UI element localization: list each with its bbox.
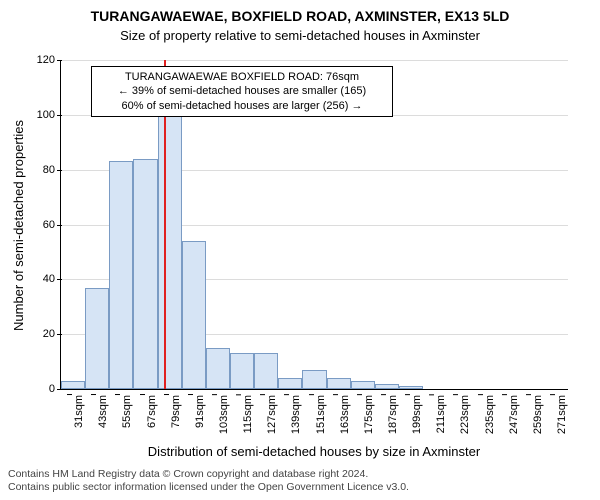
y-tick-label: 0 [49,383,61,395]
x-tick-label: 31sqm [73,395,85,428]
histogram-bar [230,353,254,389]
footer-line-1: Contains HM Land Registry data © Crown c… [8,468,592,481]
gridline [61,60,568,61]
annotation-line-2: ← 39% of semi-detached houses are smalle… [98,84,386,98]
histogram-bar [302,370,326,389]
histogram-bar [182,241,206,389]
x-tick-label: 163sqm [339,395,351,434]
x-tick-label: 223sqm [459,395,471,434]
x-tick-label: 187sqm [387,395,399,434]
annotation-line-3: 60% of semi-detached houses are larger (… [98,99,386,113]
histogram-bar [206,348,230,389]
chart-title-main: TURANGAWAEWAE, BOXFIELD ROAD, AXMINSTER,… [0,8,600,24]
histogram-bar [158,115,182,389]
footer-line-2: Contains public sector information licen… [8,481,592,494]
x-tick-label: 175sqm [363,395,375,434]
histogram-bar [61,381,85,389]
histogram-bar [327,378,351,389]
histogram-bar [109,161,133,389]
histogram-bar [133,159,157,389]
histogram-bar [375,384,399,389]
annotation-box: TURANGAWAEWAE BOXFIELD ROAD: 76sqm ← 39%… [91,66,393,117]
chart-container: TURANGAWAEWAE, BOXFIELD ROAD, AXMINSTER,… [0,0,600,500]
plot-area: TURANGAWAEWAE BOXFIELD ROAD: 76sqm ← 39%… [60,60,568,390]
y-tick-label: 100 [37,109,61,121]
x-axis-title: Distribution of semi-detached houses by … [60,444,568,459]
x-tick-label: 259sqm [532,395,544,434]
x-tick-label: 247sqm [508,395,520,434]
x-tick-label: 91sqm [194,395,206,428]
chart-title-sub: Size of property relative to semi-detach… [0,28,600,43]
x-tick-label: 235sqm [484,395,496,434]
y-axis-title: Number of semi-detached properties [10,60,26,390]
y-axis-title-text: Number of semi-detached properties [11,120,26,331]
histogram-bar [399,386,423,389]
y-tick-label: 120 [37,54,61,66]
x-tick-label: 103sqm [218,395,230,434]
x-tick-label: 151sqm [315,395,327,434]
y-tick-label: 20 [43,328,61,340]
x-tick-label: 67sqm [146,395,158,428]
x-tick-label: 55sqm [121,395,133,428]
x-tick-label: 79sqm [170,395,182,428]
x-tick-label: 139sqm [290,395,302,434]
y-tick-label: 60 [43,219,61,231]
x-tick-label: 199sqm [411,395,423,434]
y-tick-label: 80 [43,164,61,176]
x-tick-label: 271sqm [556,395,568,434]
x-tick-label: 115sqm [242,395,254,433]
histogram-bar [254,353,278,389]
x-tick-label: 127sqm [266,395,278,434]
annotation-line-1: TURANGAWAEWAE BOXFIELD ROAD: 76sqm [98,70,386,84]
y-tick-label: 40 [43,273,61,285]
x-tick-label: 211sqm [435,395,447,433]
x-tick-label: 43sqm [97,395,109,428]
histogram-bar [85,288,109,389]
footer-attribution: Contains HM Land Registry data © Crown c… [8,468,592,494]
histogram-bar [351,381,375,389]
histogram-bar [278,378,302,389]
